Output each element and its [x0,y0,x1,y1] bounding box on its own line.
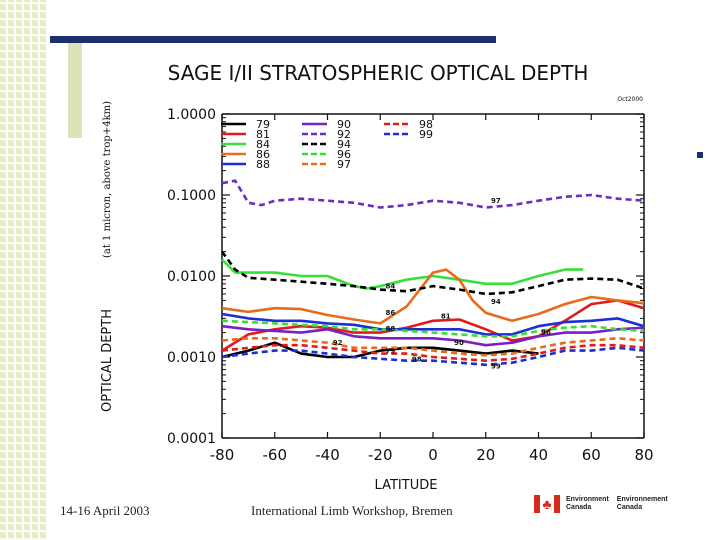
legend-label-79: 79 [256,118,270,131]
series-line-88 [221,312,645,336]
chart-stamp: Oct2000 [617,96,643,103]
logo-line: Canada [566,504,592,511]
legend-label-86: 86 [256,148,270,161]
x-tick-label: -60 [263,446,288,464]
legend-label-94: 94 [337,138,351,151]
legend-label-81: 81 [256,128,270,141]
footer-date: 14-16 April 2003 [60,503,150,518]
y-tick-label: 0.0001 [167,431,216,447]
optical-depth-chart: SAGE I/II STRATOSPHERIC OPTICAL DEPTH Oc… [100,61,654,493]
y-tick-label: 1.0000 [167,107,216,123]
legend-label-98: 98 [419,118,433,131]
logo-text: Environment Environnement Canada Canada [566,496,668,512]
legend-label-90: 90 [337,118,351,131]
canada-flag-icon: ♣ [534,495,560,513]
annotation-90: 90 [454,339,464,347]
side-accent-bar [68,43,82,138]
y-tick-label: 0.0010 [167,350,216,366]
environment-canada-logo: ♣ Environment Environnement Canada Canad… [534,495,668,513]
legend-label-84: 84 [256,138,270,151]
series-line-94 [220,250,645,296]
annotation-97: 97 [491,197,501,205]
annotation-96: 96 [541,328,551,336]
x-tick-label: 40 [529,446,548,464]
series-line-86 [221,268,645,325]
series-layer [220,179,645,367]
x-tick-label: -20 [368,446,393,464]
annotation-92: 92 [333,339,343,347]
title-accent-bar [50,36,496,43]
x-tick-label: -80 [210,446,235,464]
annotation-98: 98 [412,355,422,363]
y-axis-sublabel: (at 1 micron, above trop+4km) [102,101,113,258]
logo-line: Environment [566,496,609,503]
x-tick-label: 60 [582,446,601,464]
x-tick-label: 20 [476,446,495,464]
footer-event: International Limb Workshop, Bremen [251,503,453,518]
series-line-79 [221,341,539,359]
x-tick-label: 80 [634,446,653,464]
series-line-92 [221,179,645,209]
x-tick-label: 0 [428,446,438,464]
chart-title: SAGE I/II STRATOSPHERIC OPTICAL DEPTH [168,61,589,85]
bullet-marker [697,152,703,158]
logo-line: Environnement [616,496,668,503]
series-line-84 [221,258,584,290]
annotation-88: 88 [386,325,396,333]
y-tick-label: 0.1000 [167,188,216,204]
logo-line: Canada [616,504,643,511]
legend-label-99: 99 [419,128,433,141]
series-line-96 [221,319,645,338]
annotation-94: 94 [491,298,501,306]
series-line-99 [221,346,645,367]
series-line-97 [221,336,645,357]
legend-label-96: 96 [337,148,351,161]
decorative-stripe-panel [0,0,48,540]
chart-axes: -80 -60 -40 -20 0 20 40 60 80 1.0000 0.1000 0.0100 0… [167,107,654,464]
legend-label-97: 97 [337,158,351,171]
annotation-81: 81 [441,312,451,320]
annotation-99: 99 [491,363,501,371]
series-line-81 [221,299,645,352]
annotation-79: 79 [386,348,396,356]
series-line-90 [221,324,645,347]
x-tick-label: -40 [315,446,340,464]
series-line-98 [221,343,645,363]
y-axis-label: OPTICAL DEPTH [100,309,115,412]
annotation-layer: 97 84 94 86 81 88 92 90 96 79 98 99 [333,197,551,371]
x-axis-label: LATITUDE [375,478,438,493]
annotation-84: 84 [386,283,396,291]
y-tick-label: 0.0100 [167,269,216,285]
annotation-86: 86 [386,309,396,317]
legend-label-92: 92 [337,128,351,141]
legend-label-88: 88 [256,158,270,171]
